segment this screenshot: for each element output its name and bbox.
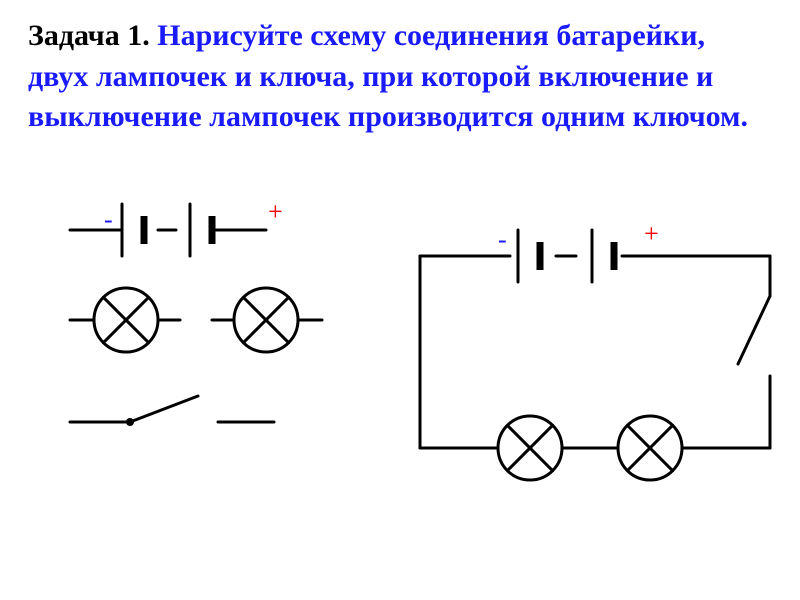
- svg-text:-: -: [498, 225, 507, 254]
- svg-text:-: -: [104, 205, 113, 234]
- circuit-svg: - + - +: [0, 200, 800, 600]
- svg-text:+: +: [268, 200, 283, 226]
- problem-heading: Задача 1. Нарисуйте схему соединения бат…: [28, 16, 768, 138]
- svg-text:+: +: [644, 219, 659, 248]
- problem-label: Задача 1.: [28, 19, 150, 52]
- diagram-area: - + - +: [0, 200, 800, 600]
- page-root: Задача 1. Нарисуйте схему соединения бат…: [0, 0, 800, 600]
